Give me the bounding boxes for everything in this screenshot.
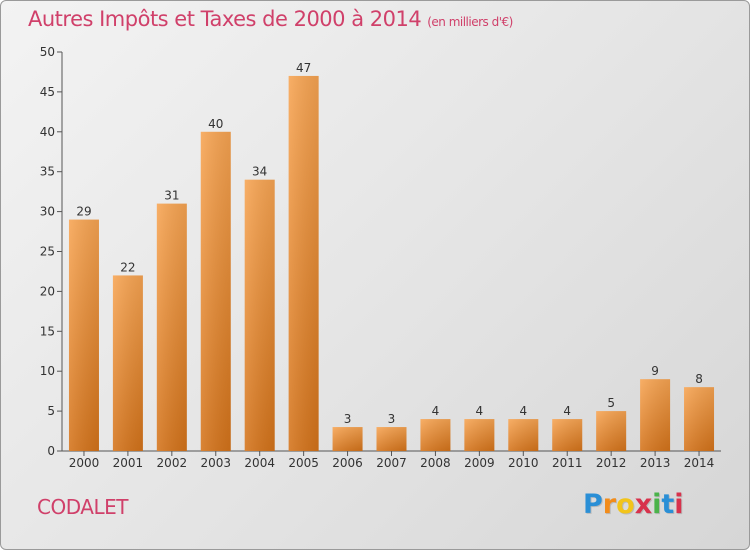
y-tick-label: 15: [40, 324, 55, 338]
y-tick-label: 50: [40, 45, 55, 59]
bar-shade-2007: [376, 427, 407, 451]
x-tick-label-2014: 2014: [684, 456, 715, 470]
data-label-2012: 5: [607, 396, 615, 410]
x-tick-label-2001: 2001: [113, 456, 144, 470]
y-tick-label: 0: [47, 444, 55, 458]
data-label-2003: 40: [208, 117, 223, 131]
data-label-2005: 47: [296, 61, 311, 75]
data-label-2013: 9: [651, 364, 659, 378]
bar-shade-2009: [464, 419, 495, 451]
bar-shade-2011: [552, 419, 583, 451]
x-tick-label-2008: 2008: [420, 456, 451, 470]
x-tick-label-2012: 2012: [596, 456, 627, 470]
data-label-2002: 31: [164, 189, 179, 203]
x-tick-label-2010: 2010: [508, 456, 539, 470]
y-tick-label: 45: [40, 85, 55, 99]
y-tick-label: 25: [40, 245, 55, 259]
data-label-2008: 4: [432, 404, 440, 418]
bar-shade-2002: [156, 203, 187, 451]
data-label-2009: 4: [476, 404, 484, 418]
logo-letter: t: [661, 489, 675, 520]
data-label-2014: 8: [695, 372, 703, 386]
x-tick-label-2005: 2005: [288, 456, 319, 470]
proxiti-logo: Proxiti: [583, 489, 684, 520]
y-tick-label: 10: [40, 364, 55, 378]
logo-letter: x: [634, 489, 653, 520]
bar-shade-2004: [244, 179, 275, 451]
logo-letter: r: [602, 489, 617, 520]
x-tick-label-2009: 2009: [464, 456, 495, 470]
bar-shade-2003: [200, 131, 231, 452]
bar-shade-2010: [508, 419, 539, 451]
chart-title: Autres Impôts et Taxes de 2000 à 2014 (en…: [28, 7, 513, 31]
bar-shade-2008: [420, 419, 451, 451]
data-label-2011: 4: [563, 404, 571, 418]
data-label-2001: 22: [120, 260, 135, 274]
y-tick-label: 30: [40, 205, 55, 219]
x-tick-label-2000: 2000: [69, 456, 100, 470]
bar-shade-2014: [684, 387, 715, 451]
y-tick-label: 20: [40, 284, 55, 298]
bar-shade-2006: [332, 427, 363, 451]
bar-shade-2012: [596, 411, 627, 451]
data-label-2000: 29: [76, 205, 91, 219]
bar-shade-2000: [68, 219, 99, 451]
logo-letter: i: [652, 489, 662, 520]
y-tick-label: 5: [47, 404, 55, 418]
x-tick-label-2003: 2003: [200, 456, 231, 470]
x-tick-label-2004: 2004: [244, 456, 275, 470]
data-label-2006: 3: [344, 412, 352, 426]
x-tick-label-2007: 2007: [376, 456, 407, 470]
chart-title-text: Autres Impôts et Taxes de 2000 à 2014: [28, 7, 422, 31]
x-tick-label-2006: 2006: [332, 456, 363, 470]
data-label-2007: 3: [388, 412, 396, 426]
x-tick-label-2011: 2011: [552, 456, 583, 470]
bar-shade-2005: [288, 75, 319, 451]
data-label-2010: 4: [519, 404, 527, 418]
bar-shade-2001: [112, 275, 143, 451]
chart-subtitle: (en milliers d'€): [427, 15, 513, 29]
x-tick-label-2013: 2013: [640, 456, 671, 470]
logo-letter: o: [616, 489, 635, 520]
data-label-2004: 34: [252, 165, 267, 179]
logo-letter: i: [674, 489, 684, 520]
bar-shade-2013: [640, 379, 671, 451]
city-name: CODALET: [37, 495, 128, 519]
y-tick-label: 35: [40, 165, 55, 179]
y-tick-label: 40: [40, 125, 55, 139]
x-tick-label-2002: 2002: [157, 456, 188, 470]
logo-letter: P: [583, 489, 603, 520]
